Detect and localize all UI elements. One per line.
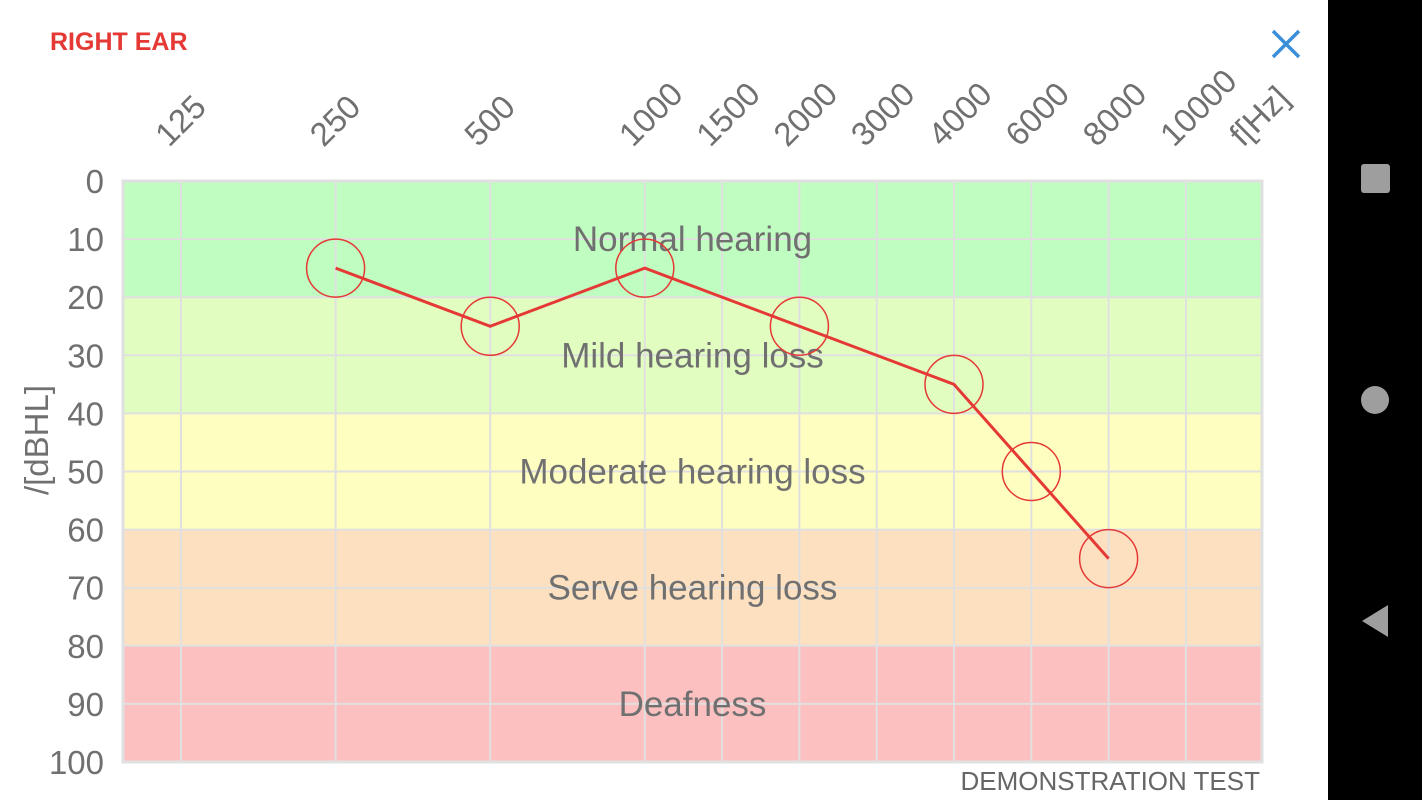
- x-tick-label: 6000: [998, 75, 1076, 153]
- band-label: Deafness: [619, 685, 767, 724]
- data-point-6000hz: [1001, 441, 1062, 502]
- x-tick-label: 1500: [689, 75, 767, 153]
- band-label: Serve hearing loss: [548, 569, 838, 608]
- threshold-line: [335, 266, 1110, 560]
- y-tick-label: 50: [67, 454, 104, 491]
- band-label: Mild hearing loss: [561, 336, 824, 375]
- recents-square-icon[interactable]: [1361, 164, 1390, 193]
- band-label: Normal hearing: [573, 220, 812, 259]
- x-tick-label: 8000: [1075, 75, 1153, 153]
- y-tick-label: 10: [67, 221, 104, 258]
- y-tick-label: 30: [67, 337, 104, 374]
- data-point-1000hz: [615, 238, 675, 298]
- data-point-2000hz: [769, 296, 830, 356]
- home-circle-icon[interactable]: [1361, 386, 1389, 414]
- close-icon[interactable]: [1268, 26, 1304, 62]
- data-point-4000hz: [924, 354, 984, 415]
- y-tick-label: 80: [67, 628, 104, 665]
- x-tick-label: 10000: [1153, 62, 1244, 153]
- back-triangle-icon[interactable]: [1360, 604, 1390, 638]
- x-tick-label: 125: [148, 88, 213, 153]
- x-tick-label: 250: [302, 88, 367, 153]
- y-tick-label: 70: [67, 570, 104, 607]
- y-tick-label: 90: [67, 686, 104, 723]
- y-tick-label: 40: [67, 395, 104, 432]
- demonstration-note: DEMONSTRATION TEST: [960, 766, 1261, 796]
- system-nav-bar: [1328, 0, 1422, 800]
- x-tick-label: 4000: [921, 75, 999, 153]
- data-point-250hz: [305, 238, 366, 298]
- y-axis-label: /[dBHL]: [18, 385, 55, 495]
- y-tick-label: 100: [49, 744, 104, 781]
- band-label: Moderate hearing loss: [519, 453, 865, 492]
- y-tick-label: 60: [67, 512, 104, 549]
- data-point-500hz: [460, 296, 520, 356]
- data-point-8000hz: [1078, 528, 1139, 589]
- audiogram-chart: Normal hearing Mild hearing loss Moderate …: [18, 62, 1296, 781]
- y-tick-label: 0: [86, 163, 104, 200]
- y-tick-label: 20: [67, 279, 104, 316]
- x-tick-label: 3000: [843, 75, 921, 153]
- x-tick-label: 2000: [766, 75, 844, 153]
- x-tick-label: 500: [457, 88, 522, 153]
- plot-border: [121, 179, 1264, 764]
- ear-title: RIGHT EAR: [50, 28, 188, 56]
- x-tick-label: 1000: [612, 75, 690, 153]
